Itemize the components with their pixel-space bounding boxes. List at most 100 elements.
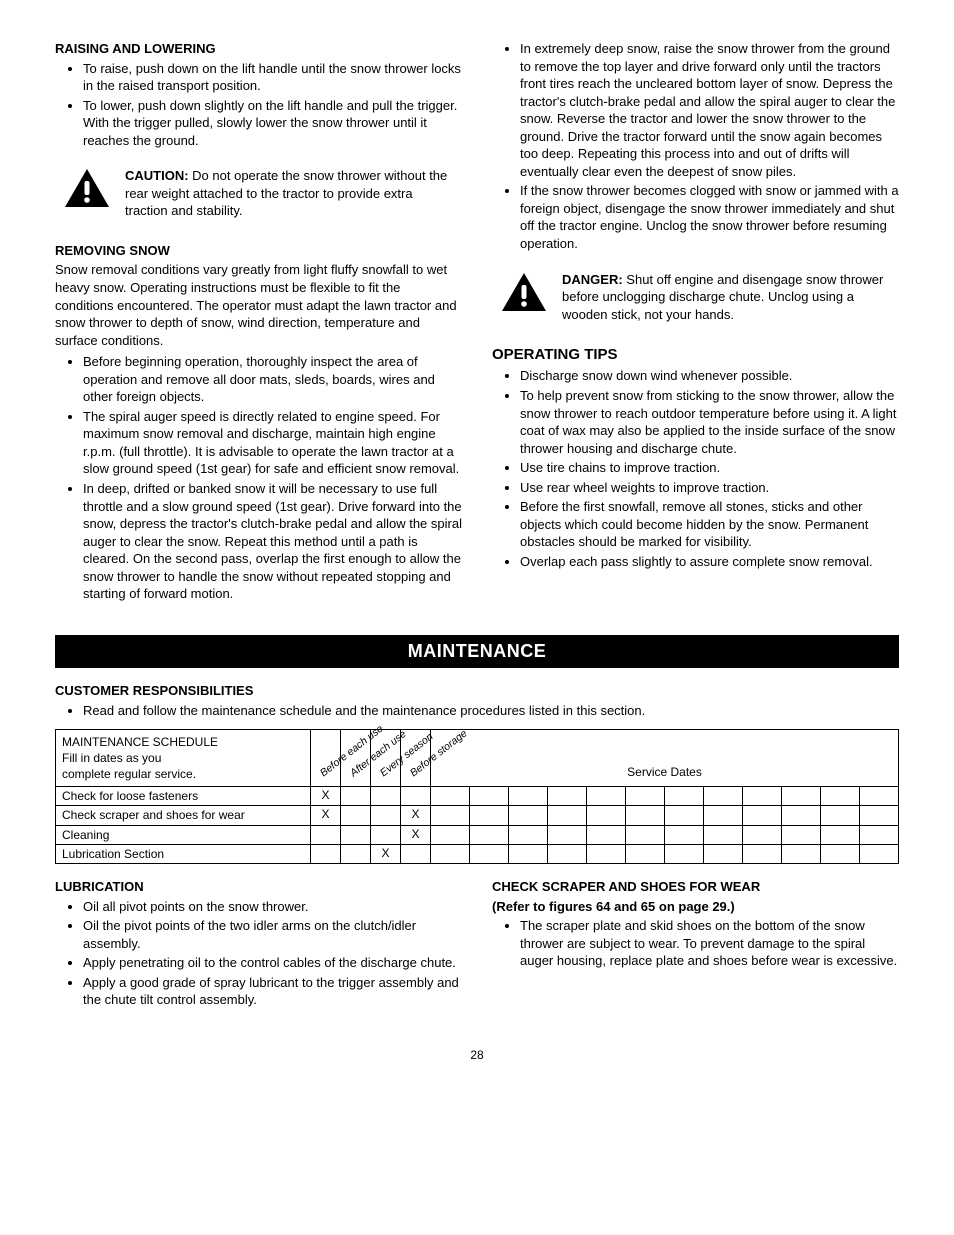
caution-label: CAUTION: xyxy=(125,168,189,183)
service-date-cell xyxy=(509,787,548,805)
mark-cell xyxy=(341,806,371,824)
mark-cell xyxy=(371,787,401,805)
list-item: To lower, push down slightly on the lift… xyxy=(83,97,462,150)
mark-cell xyxy=(401,845,431,863)
raising-list: To raise, push down on the lift handle u… xyxy=(55,60,462,150)
list-item: Before beginning operation, thoroughly i… xyxy=(83,353,462,406)
warning-icon xyxy=(500,271,548,313)
list-item: To raise, push down on the lift handle u… xyxy=(83,60,462,95)
service-date-cell xyxy=(431,806,470,824)
service-date-cells xyxy=(431,826,898,844)
list-item: Overlap each pass slightly to assure com… xyxy=(520,553,899,571)
service-date-cell xyxy=(821,787,860,805)
removing-title: REMOVING SNOW xyxy=(55,242,462,260)
service-date-cell xyxy=(431,845,470,863)
service-date-cell xyxy=(782,826,821,844)
mark-cell xyxy=(311,845,341,863)
service-date-cell xyxy=(860,806,898,824)
service-date-cell xyxy=(782,787,821,805)
service-date-cell xyxy=(548,826,587,844)
service-date-cell xyxy=(860,845,898,863)
maintenance-banner: MAINTENANCE xyxy=(55,635,899,668)
service-date-cell xyxy=(704,787,743,805)
raising-title: RAISING AND LOWERING xyxy=(55,40,462,58)
table-row: Lubrication SectionX xyxy=(56,844,898,863)
list-item: Use tire chains to improve traction. xyxy=(520,459,899,477)
service-date-cells xyxy=(431,845,898,863)
caution-box: CAUTION: Do not operate the snow thrower… xyxy=(55,167,462,220)
service-date-cell xyxy=(470,787,509,805)
service-date-cell xyxy=(626,806,665,824)
schedule-diag-cols: Before each use After each use Every sea… xyxy=(311,730,431,786)
scraper-subtitle: (Refer to figures 64 and 65 on page 29.) xyxy=(492,898,899,916)
list-item: In deep, drifted or banked snow it will … xyxy=(83,480,462,603)
schedule-sub1: Fill in dates as you xyxy=(62,750,304,766)
list-item: Read and follow the maintenance schedule… xyxy=(83,702,899,720)
tips-list: Discharge snow down wind whenever possib… xyxy=(492,367,899,570)
list-item: Apply a good grade of spray lubricant to… xyxy=(83,974,462,1009)
table-row: CleaningX xyxy=(56,825,898,844)
service-date-cell xyxy=(587,826,626,844)
schedule-title: MAINTENANCE SCHEDULE xyxy=(62,734,304,750)
service-date-cell xyxy=(587,787,626,805)
service-date-cell xyxy=(665,787,704,805)
removing-intro: Snow removal conditions vary greatly fro… xyxy=(55,261,462,349)
table-row: Check scraper and shoes for wearXX xyxy=(56,805,898,824)
service-date-cell xyxy=(782,845,821,863)
list-item: In extremely deep snow, raise the snow t… xyxy=(520,40,899,180)
service-date-cell xyxy=(665,826,704,844)
service-date-cell xyxy=(470,806,509,824)
right-top-list: In extremely deep snow, raise the snow t… xyxy=(492,40,899,253)
lubrication-col: LUBRICATION Oil all pivot points on the … xyxy=(55,878,462,1023)
removing-list: Before beginning operation, thoroughly i… xyxy=(55,353,462,603)
page-number: 28 xyxy=(55,1047,899,1063)
mark-cell xyxy=(311,826,341,844)
danger-text: DANGER: Shut off engine and disengage sn… xyxy=(562,271,891,324)
schedule-sub2: complete regular service. xyxy=(62,766,304,782)
danger-box: DANGER: Shut off engine and disengage sn… xyxy=(492,271,899,324)
service-date-cell xyxy=(626,826,665,844)
service-date-cell xyxy=(860,826,898,844)
service-date-cell xyxy=(431,787,470,805)
top-columns: RAISING AND LOWERING To raise, push down… xyxy=(55,40,899,617)
list-item: Apply penetrating oil to the control cab… xyxy=(83,954,462,972)
tips-title: OPERATING TIPS xyxy=(492,345,899,365)
maintenance-schedule-table: MAINTENANCE SCHEDULE Fill in dates as yo… xyxy=(55,729,899,864)
list-item: To help prevent snow from sticking to th… xyxy=(520,387,899,457)
service-date-cell xyxy=(587,845,626,863)
service-date-cell xyxy=(860,787,898,805)
danger-label: DANGER: xyxy=(562,272,623,287)
service-date-cell xyxy=(509,845,548,863)
service-date-cells xyxy=(431,806,898,824)
mark-cell: X xyxy=(371,845,401,863)
list-item: If the snow thrower becomes clogged with… xyxy=(520,182,899,252)
bottom-columns: LUBRICATION Oil all pivot points on the … xyxy=(55,878,899,1023)
service-date-cell xyxy=(470,826,509,844)
service-date-cell xyxy=(743,826,782,844)
mark-cell xyxy=(341,826,371,844)
service-date-cell xyxy=(431,826,470,844)
scraper-col: CHECK SCRAPER AND SHOES FOR WEAR (Refer … xyxy=(492,878,899,1023)
lubrication-title: LUBRICATION xyxy=(55,878,462,896)
row-label: Check scraper and shoes for wear xyxy=(56,806,311,824)
service-date-cell xyxy=(626,845,665,863)
service-date-cell xyxy=(626,787,665,805)
service-date-cell xyxy=(821,845,860,863)
service-date-cell xyxy=(548,806,587,824)
service-date-cell xyxy=(548,845,587,863)
service-date-cell xyxy=(665,806,704,824)
service-date-cell xyxy=(782,806,821,824)
service-date-cell xyxy=(665,845,704,863)
row-label: Check for loose fasteners xyxy=(56,787,311,805)
scraper-title: CHECK SCRAPER AND SHOES FOR WEAR xyxy=(492,878,899,896)
mark-cell xyxy=(371,826,401,844)
service-dates-label: Service Dates xyxy=(431,730,898,786)
mark-cell xyxy=(341,787,371,805)
service-date-cells xyxy=(431,787,898,805)
mark-cell xyxy=(341,845,371,863)
row-label: Cleaning xyxy=(56,826,311,844)
service-date-cell xyxy=(548,787,587,805)
service-date-cell xyxy=(509,806,548,824)
service-date-cell xyxy=(743,806,782,824)
service-date-cell xyxy=(743,787,782,805)
